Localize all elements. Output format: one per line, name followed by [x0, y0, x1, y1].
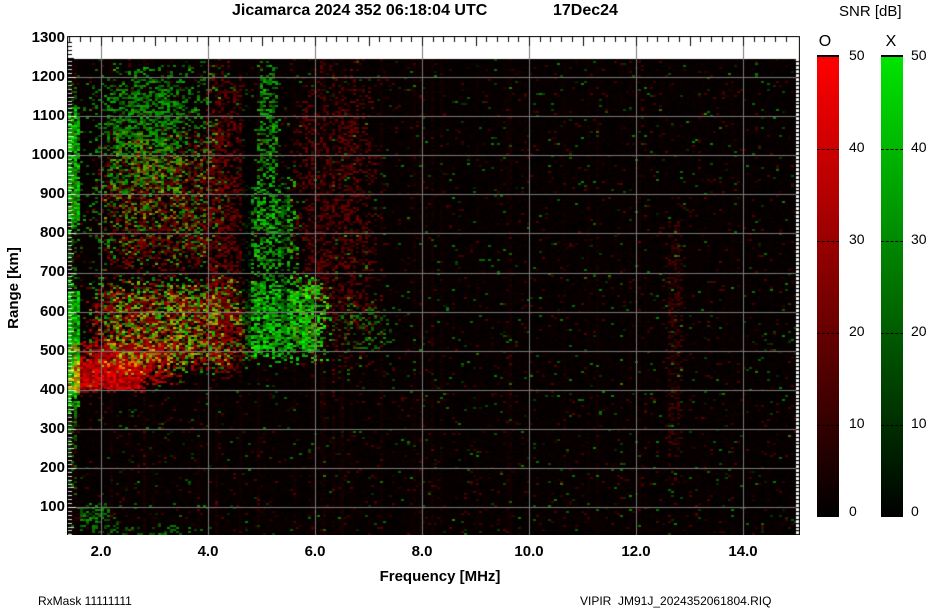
data-file-text: VIPIR JM91J_2024352061804.RIQ: [580, 594, 772, 608]
o-colorbar-tick-10: [817, 425, 839, 426]
o-mode-label: O: [818, 33, 832, 50]
o-colorbar-tick-40: [817, 149, 839, 150]
x-mode-colorbar: [881, 55, 903, 517]
y-tick-600: 600: [39, 303, 65, 320]
y-tick-1000: 1000: [31, 146, 65, 163]
x-cb-label-0: 0: [911, 503, 919, 519]
y-tick-1100: 1100: [32, 107, 65, 124]
y-axis-label: Range [km]: [5, 247, 22, 329]
x-tick-8: 8.0: [411, 543, 433, 560]
o-colorbar-tick-30: [817, 241, 839, 242]
o-cb-label-10: 10: [849, 415, 865, 431]
y-tick-100: 100: [39, 498, 65, 515]
y-tick-500: 500: [39, 342, 65, 359]
x-cb-label-50: 50: [911, 47, 927, 63]
x-cb-label-20: 20: [911, 323, 927, 339]
ionogram-heatmap-canvas: [67, 36, 800, 535]
page-date: 17Dec24: [553, 2, 618, 19]
y-tick-1300: 1300: [31, 29, 65, 46]
page-title: Jicamarca 2024 352 06:18:04 UTC: [232, 2, 488, 19]
o-mode-colorbar: [817, 55, 839, 517]
y-tick-1200: 1200: [31, 68, 65, 85]
y-tick-300: 300: [39, 420, 65, 437]
x-tick-12: 12.0: [621, 543, 651, 560]
x-colorbar-tick-40: [881, 149, 903, 150]
y-tick-900: 900: [39, 185, 65, 202]
x-colorbar-tick-10: [881, 425, 903, 426]
x-cb-label-40: 40: [911, 139, 927, 155]
rxmask-text: RxMask 11111111: [38, 594, 132, 608]
y-tick-200: 200: [39, 459, 65, 476]
x-colorbar-tick-20: [881, 333, 903, 334]
x-axis-label: Frequency [MHz]: [379, 568, 501, 585]
x-tick-6: 6.0: [304, 543, 326, 560]
o-cb-label-40: 40: [849, 139, 865, 155]
x-tick-4: 4.0: [197, 543, 219, 560]
x-tick-2: 2.0: [90, 543, 112, 560]
y-tick-700: 700: [39, 263, 65, 280]
y-tick-800: 800: [39, 224, 65, 241]
x-mode-label: X: [885, 33, 897, 50]
x-colorbar-tick-30: [881, 241, 903, 242]
o-cb-label-30: 30: [849, 231, 865, 247]
x-tick-14: 14.0: [728, 543, 758, 560]
o-cb-label-50: 50: [849, 47, 865, 63]
o-cb-label-20: 20: [849, 323, 865, 339]
x-cb-label-30: 30: [911, 231, 927, 247]
o-colorbar-tick-20: [817, 333, 839, 334]
x-cb-label-10: 10: [911, 415, 927, 431]
o-cb-label-0: 0: [849, 503, 857, 519]
y-tick-400: 400: [39, 381, 65, 398]
x-tick-10: 10.0: [514, 543, 544, 560]
colorbar-title: SNR [dB]: [839, 3, 902, 20]
